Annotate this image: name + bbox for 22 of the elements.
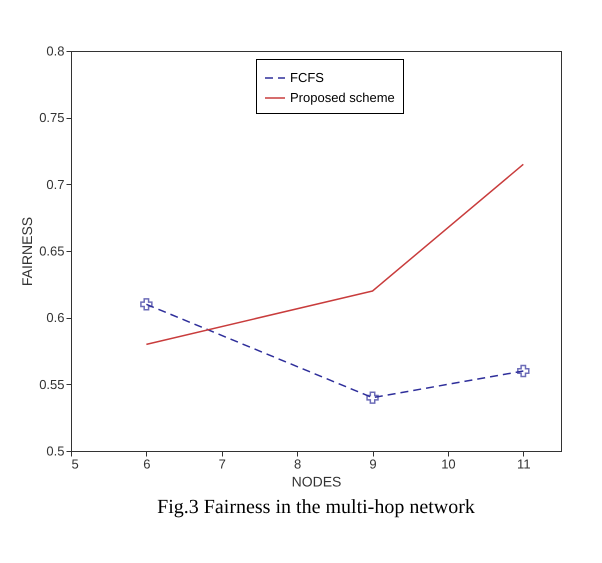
y-tick-label: 0.55 [39,376,64,392]
y-tick-label: 0.7 [46,176,64,192]
y-tick-label: 0.5 [46,444,64,458]
point [366,391,379,404]
y-axis-title: FAIRNESS [19,216,36,286]
point [517,364,530,378]
y-tick-label: 0.75 [39,110,64,126]
y-tick-label: 0.6 [46,310,64,326]
x-tick-label: 8 [294,456,302,472]
x-tick-label: 5 [72,456,79,472]
x-tick-label: 7 [218,456,226,472]
legend-label: FCFS [290,70,324,85]
caption: Fig.3 Fairness in the multi-hop network [157,496,475,518]
y-tick-label: 0.65 [39,244,64,258]
x-tick-label: 6 [143,456,150,472]
legend-label: Proposed scheme [290,90,395,105]
x-tick-label: 11 [517,456,531,472]
y-tick-label: 0.8 [46,44,64,58]
x-tick-label: 9 [369,456,377,472]
x-tick-label: 10 [441,456,456,472]
point [140,298,153,311]
x-axis-title: NODES [292,474,342,490]
